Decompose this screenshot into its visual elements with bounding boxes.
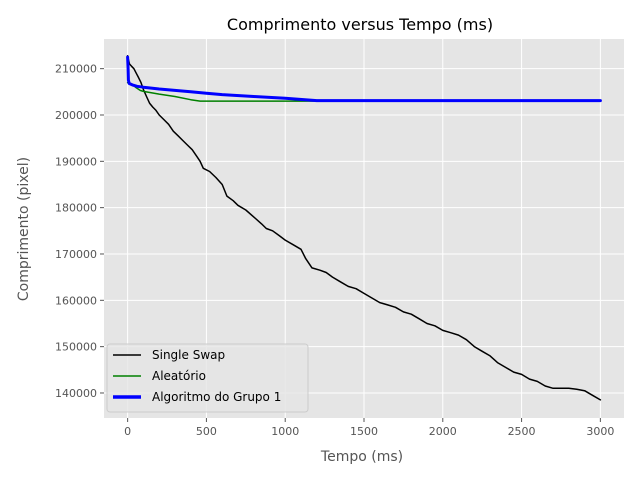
tick-labels: 0 500 1000 1500 2000 2500 3000 140000 150000 1600…	[55, 63, 614, 438]
legend-box	[106, 343, 309, 413]
series-layer	[126, 54, 602, 401]
y-tick-label: 170000	[55, 248, 97, 261]
series-line-single-swap	[126, 54, 602, 401]
legend: Single Swap Aleatório Algoritmo do Grupo…	[106, 343, 309, 413]
y-tick-label: 190000	[55, 155, 97, 168]
series-line-algoritmo-do-grupo-1	[126, 55, 602, 103]
y-tick-label: 160000	[55, 294, 97, 307]
y-tick-label: 150000	[55, 341, 97, 354]
y-axis-label: Comprimento (pixel)	[16, 157, 32, 301]
legend-label-algoritmo: Algoritmo do Grupo 1	[152, 390, 281, 404]
y-tick-label: 200000	[55, 109, 97, 122]
y-tick-label: 140000	[55, 387, 97, 400]
y-tick-label: 180000	[55, 202, 97, 215]
chart-title: Comprimento versus Tempo (ms)	[227, 15, 493, 34]
x-axis-label: Tempo (ms)	[320, 449, 403, 465]
x-tick-label: 2000	[429, 425, 457, 438]
x-tick-label: 500	[196, 425, 217, 438]
legend-label-aleatorio: Aleatório	[152, 369, 206, 383]
x-tick-label: 3000	[586, 425, 614, 438]
x-tick-label: 2500	[508, 425, 536, 438]
x-tick-label: 0	[124, 425, 131, 438]
x-tick-label: 1500	[350, 425, 378, 438]
grid	[104, 39, 624, 418]
y-tick-label: 210000	[55, 63, 97, 76]
legend-label-single-swap: Single Swap	[152, 348, 225, 362]
x-tick-label: 1000	[271, 425, 299, 438]
